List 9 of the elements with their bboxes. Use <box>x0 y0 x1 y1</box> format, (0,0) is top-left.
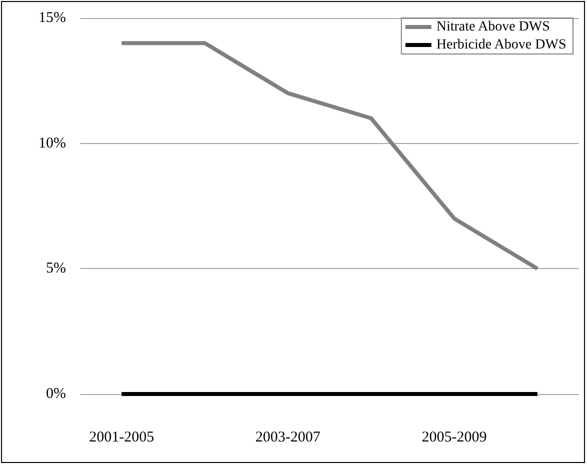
legend-label: Nitrate Above DWS <box>436 20 550 34</box>
legend-label: Herbicide Above DWS <box>436 38 566 52</box>
x-tick-label: 2003-2007 <box>255 430 321 446</box>
x-tick-label: 2005-2009 <box>422 430 487 446</box>
y-tick-label: 15% <box>38 10 66 26</box>
y-tick-label: 10% <box>38 135 66 152</box>
y-tick-label: 0% <box>46 386 66 402</box>
y-tick-label: 5% <box>46 260 66 277</box>
x-tick-label: 2001-2005 <box>89 430 154 446</box>
